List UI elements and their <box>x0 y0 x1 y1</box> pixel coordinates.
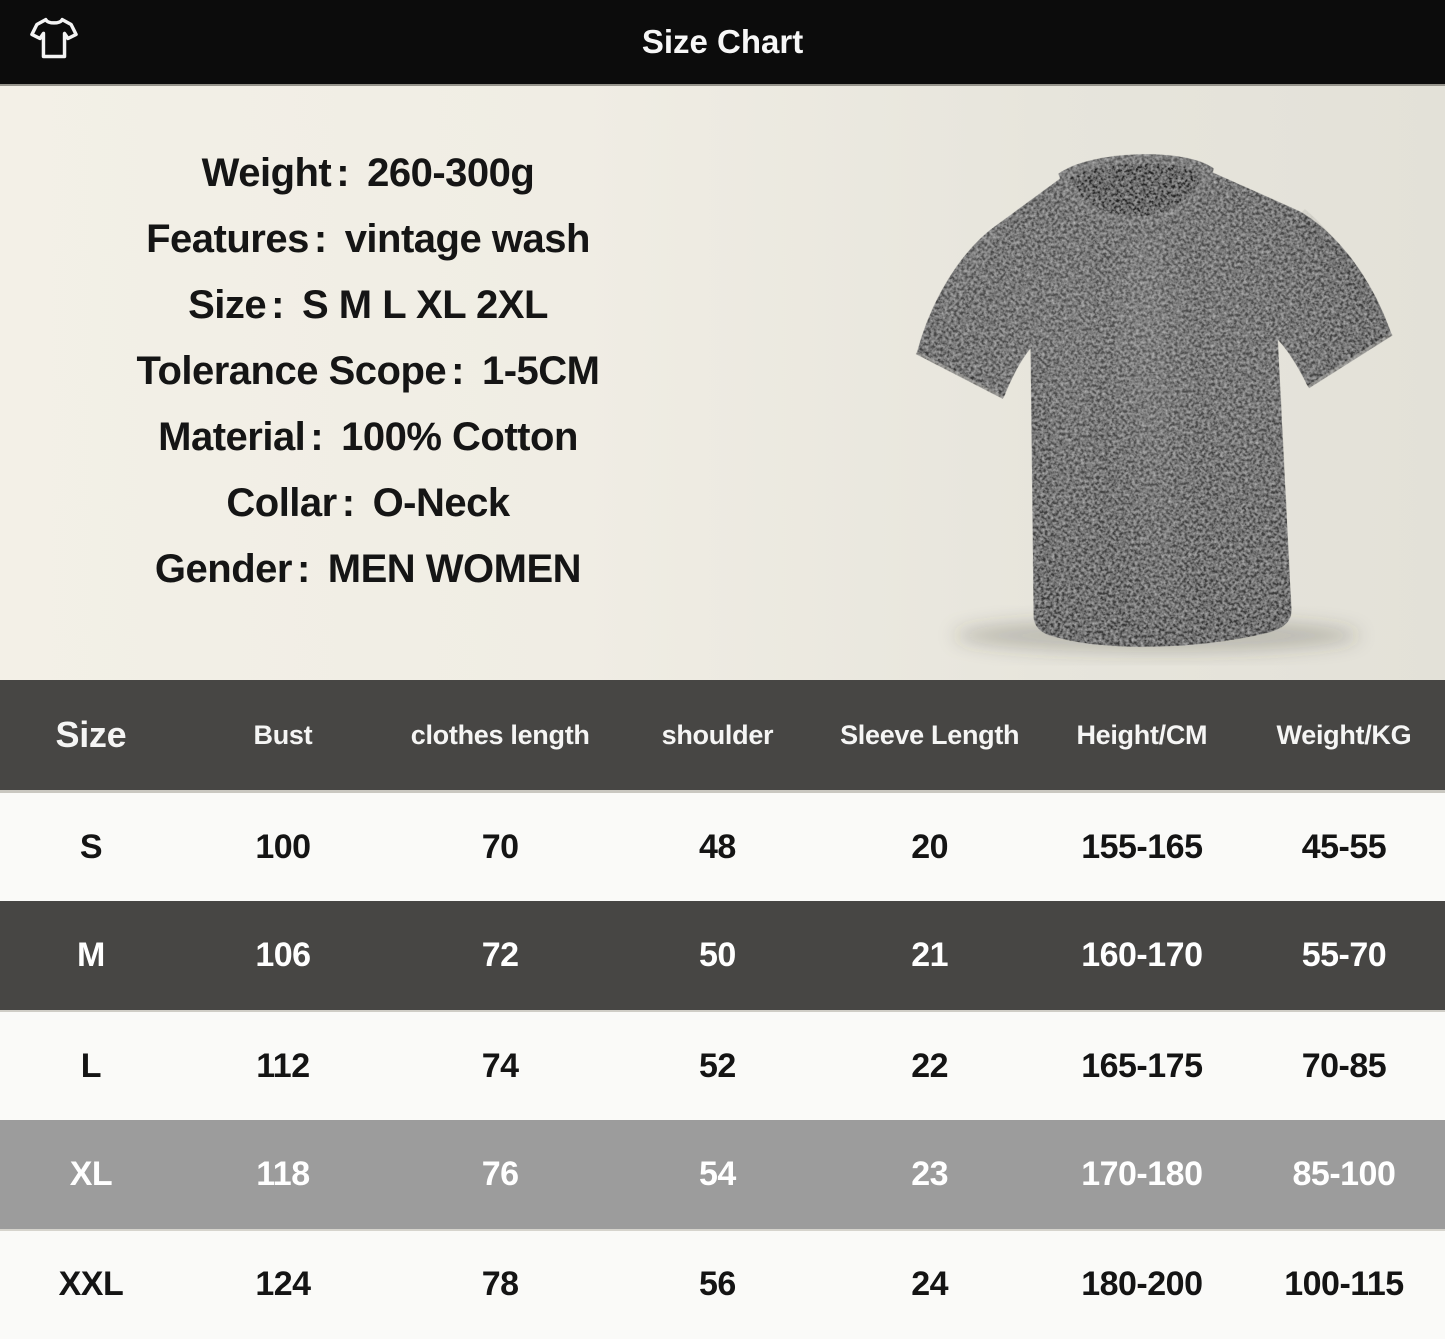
cell-height: 170-180 <box>1081 1154 1203 1193</box>
column-header-shoulder: shoulder <box>661 719 774 750</box>
cell-bust: 124 <box>255 1265 311 1304</box>
cell-bust: 112 <box>256 1046 310 1085</box>
size-table: Size Bust clothes length shoulder Sleeve… <box>0 680 1445 1339</box>
cell-weight: 70-85 <box>1301 1046 1387 1085</box>
spec-value: S M L XL 2XL <box>301 283 548 327</box>
cell-size: L <box>80 1046 102 1085</box>
product-photo <box>849 92 1433 674</box>
spec-value: 260-300g <box>367 151 535 195</box>
cell-weight: 85-100 <box>1292 1154 1396 1193</box>
column-header-height-cm: Height/CM <box>1076 719 1208 750</box>
column-header-size: Size <box>55 714 127 755</box>
spec-label: Collar <box>226 481 337 525</box>
cell-shoulder: 56 <box>699 1265 736 1304</box>
spec-label: Material <box>158 415 306 459</box>
cell-shoulder: 48 <box>699 827 736 866</box>
cell-sleeve-length: 20 <box>911 827 949 866</box>
cell-sleeve-length: 24 <box>911 1265 949 1304</box>
spec-label: Features <box>146 217 309 261</box>
table-row-xxl: XXL 124 78 56 24 180-200 100-115 <box>0 1230 1445 1339</box>
cell-weight: 100-115 <box>1284 1265 1404 1304</box>
cell-clothes-length: 76 <box>481 1154 519 1193</box>
column-header-bust: Bust <box>253 719 313 750</box>
spec-colon: : <box>341 481 355 525</box>
spec-label: Gender <box>154 547 293 591</box>
cell-shoulder: 52 <box>699 1046 736 1085</box>
cell-height: 155-165 <box>1081 827 1203 866</box>
product-spec-list: Weight:260-300g Features: vintage wash Si… <box>0 140 736 602</box>
cell-sleeve-length: 21 <box>911 936 949 975</box>
column-header-weight-kg: Weight/KG <box>1276 719 1412 750</box>
spec-colon: : <box>451 349 464 393</box>
spec-value: vintage wash <box>344 217 591 261</box>
spec-line-size: Size: S M L XL 2XL <box>0 272 736 338</box>
spec-colon: : <box>271 283 284 327</box>
spec-colon: : <box>310 415 324 459</box>
cell-size: S <box>79 827 103 866</box>
table-row-l: L 112 74 52 22 165-175 70-85 <box>0 1011 1445 1121</box>
spec-value: O-Neck <box>372 481 511 525</box>
cell-bust: 106 <box>255 936 311 975</box>
spec-colon: : <box>296 547 310 591</box>
cell-weight: 45-55 <box>1301 827 1387 866</box>
tshirt-graphic <box>915 154 1393 647</box>
cell-sleeve-length: 22 <box>911 1046 949 1085</box>
spec-label: Weight <box>201 151 332 195</box>
spec-line-material: Material:100% Cotton <box>0 404 736 470</box>
spec-colon: : <box>336 151 350 195</box>
cell-clothes-length: 70 <box>481 827 519 866</box>
spec-label: Size <box>188 283 267 327</box>
column-header-sleeve-length: Sleeve Length <box>840 719 1020 750</box>
spec-label: Tolerance Scope <box>136 349 447 393</box>
table-header-row: Size Bust clothes length shoulder Sleeve… <box>0 680 1445 793</box>
cell-height: 165-175 <box>1081 1046 1203 1085</box>
spec-colon: : <box>313 217 327 261</box>
cell-height: 160-170 <box>1081 936 1203 975</box>
cell-size: XXL <box>58 1265 124 1304</box>
cell-size: M <box>77 936 105 975</box>
table-row-s: S 100 70 48 20 155-165 45-55 <box>0 793 1445 902</box>
column-header-clothes-length: clothes length <box>410 719 590 750</box>
table-row-m: M 106 72 50 21 160-170 55-70 <box>0 901 1445 1012</box>
cell-clothes-length: 72 <box>481 936 519 975</box>
spec-line-weight: Weight:260-300g <box>0 140 736 206</box>
cell-sleeve-length: 23 <box>911 1154 949 1193</box>
spec-line-gender: Gender: MEN WOMEN <box>0 536 736 602</box>
cell-bust: 118 <box>256 1154 310 1193</box>
spec-line-features: Features: vintage wash <box>0 206 736 272</box>
spec-line-collar: Collar: O-Neck <box>0 470 736 536</box>
cell-shoulder: 54 <box>699 1154 736 1193</box>
cell-bust: 100 <box>255 827 311 866</box>
cell-height: 180-200 <box>1081 1265 1203 1304</box>
header-bar: Size Chart <box>0 0 1445 86</box>
spec-value: 1-5CM <box>481 349 600 393</box>
cell-clothes-length: 74 <box>481 1046 519 1085</box>
cell-clothes-length: 78 <box>481 1265 519 1304</box>
spec-value: 100% Cotton <box>341 415 578 459</box>
cell-shoulder: 50 <box>699 936 736 975</box>
tshirt-icon <box>26 12 82 72</box>
spec-value: MEN WOMEN <box>327 547 582 591</box>
cell-weight: 55-70 <box>1301 936 1387 975</box>
table-row-xl: XL 118 76 54 23 170-180 85-100 <box>0 1120 1445 1231</box>
cell-size: XL <box>69 1154 113 1193</box>
spec-line-tolerance: Tolerance Scope:1-5CM <box>0 338 736 404</box>
product-info-section: Weight:260-300g Features: vintage wash Si… <box>0 86 1445 680</box>
page-title: Size Chart <box>641 23 804 60</box>
